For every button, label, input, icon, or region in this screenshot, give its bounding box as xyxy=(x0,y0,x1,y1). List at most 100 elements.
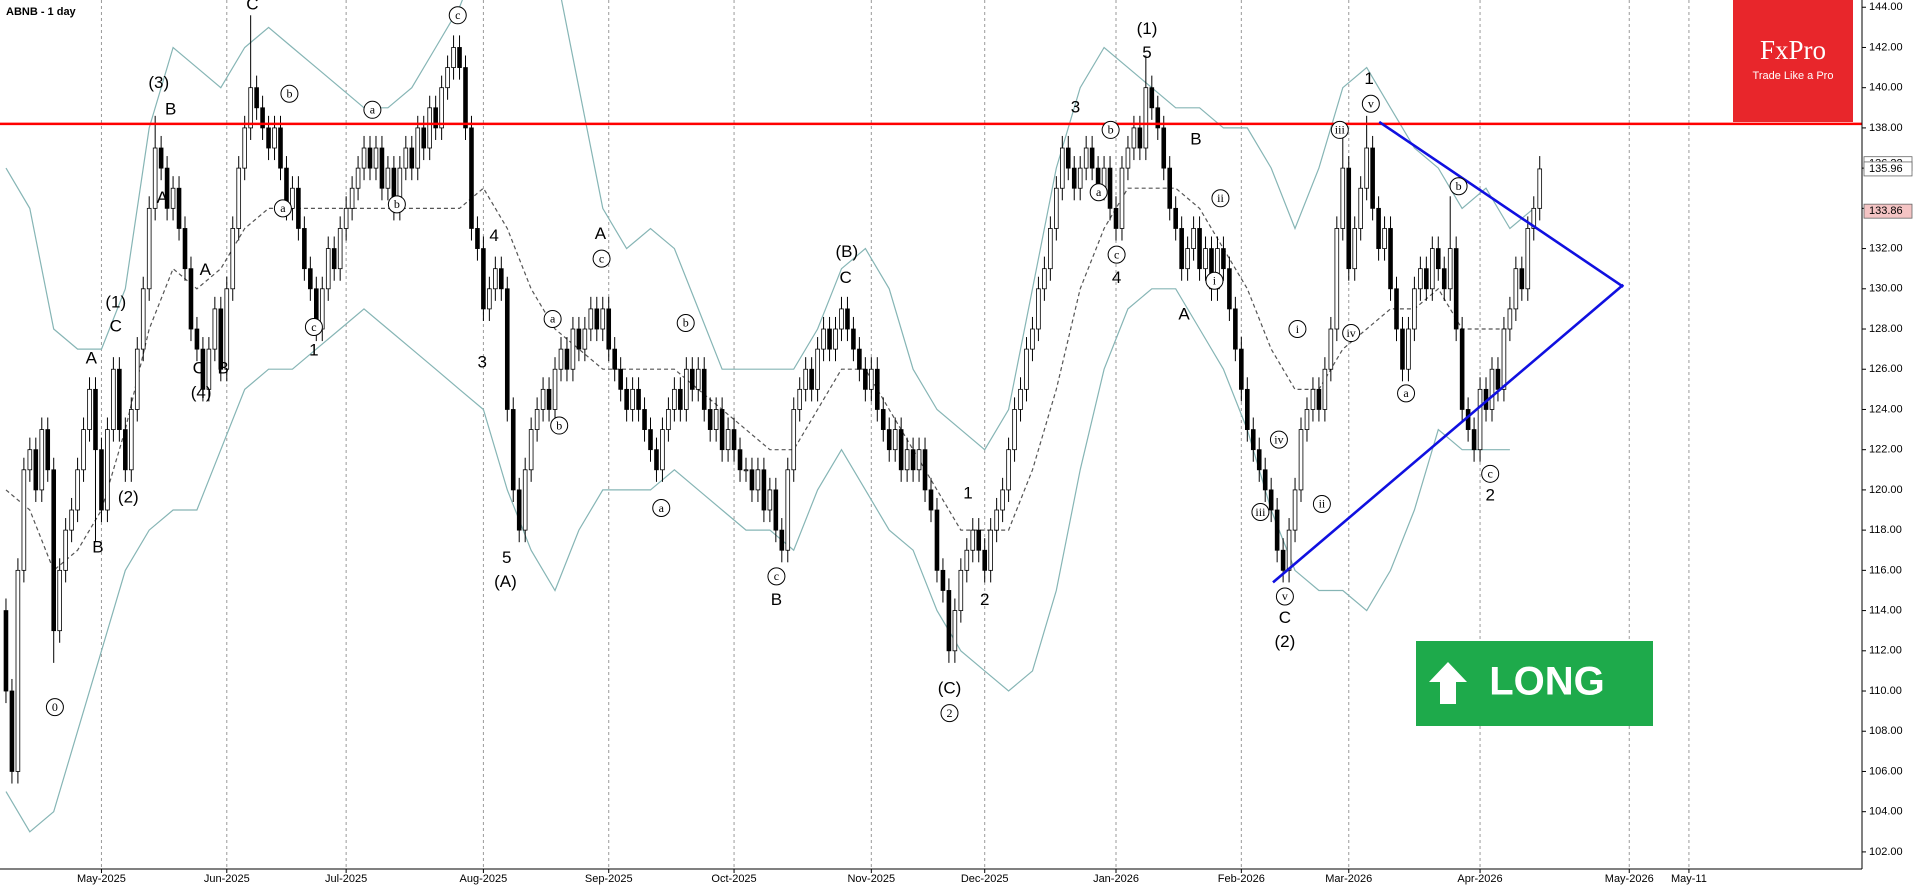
wave-circle xyxy=(273,199,292,218)
candle-body xyxy=(1089,147,1095,169)
candle-body xyxy=(785,469,791,551)
wave-label: (2) xyxy=(118,487,139,506)
candle-body xyxy=(1256,449,1262,471)
candle-body xyxy=(1322,368,1328,410)
candle-body xyxy=(415,127,421,169)
signal-badge: LONG xyxy=(1416,641,1653,726)
candle-body xyxy=(403,147,409,169)
candle-body xyxy=(755,469,761,491)
wave-circle xyxy=(280,84,299,103)
wave-label: (A) xyxy=(494,572,517,591)
x-tick-label: Oct-2025 xyxy=(711,873,756,885)
candle-body xyxy=(570,328,576,370)
candle-body xyxy=(379,147,385,189)
logo-box xyxy=(1733,0,1853,122)
candle-body xyxy=(349,187,355,209)
candle-body xyxy=(546,388,552,410)
candle-body xyxy=(654,449,659,471)
candle-body xyxy=(833,328,838,350)
candle-body xyxy=(576,328,582,350)
y-tick-label: 142.00 xyxy=(1869,41,1903,53)
candle-body xyxy=(3,610,9,692)
candle-body xyxy=(1173,207,1178,229)
candle-body xyxy=(421,127,427,149)
candle-body xyxy=(964,549,970,571)
wave-circle xyxy=(1211,189,1230,208)
candle-body xyxy=(1107,167,1113,209)
candle-body xyxy=(1304,409,1310,430)
candle-body xyxy=(988,529,993,571)
candle-body xyxy=(1083,147,1089,169)
candle-body xyxy=(499,268,504,290)
candle-body xyxy=(689,368,695,390)
candle-body xyxy=(1340,167,1346,229)
y-tick-label: 116.00 xyxy=(1869,564,1902,576)
wave-label: A xyxy=(1178,304,1190,323)
candle-body xyxy=(260,107,265,129)
candle-body xyxy=(1071,167,1077,189)
candle-body xyxy=(200,348,206,390)
candle-body xyxy=(51,469,57,632)
candle-body xyxy=(713,409,719,430)
candle-body xyxy=(1000,489,1005,511)
wave-circle xyxy=(1397,384,1416,403)
candle-body xyxy=(1412,288,1417,330)
candle-body xyxy=(904,449,910,471)
candle-body xyxy=(105,429,110,511)
wave-label: (1) xyxy=(105,292,126,311)
wave-label: iv xyxy=(1274,432,1283,446)
candle-body xyxy=(21,469,27,571)
candle-body xyxy=(128,409,134,471)
x-tick-label: Mar-2026 xyxy=(1325,873,1372,885)
candle-body xyxy=(922,449,928,491)
price-tag xyxy=(1863,203,1913,219)
candle-body xyxy=(857,348,862,370)
candle-body xyxy=(1059,147,1065,189)
candle-body xyxy=(69,509,74,531)
candle-body xyxy=(952,610,958,652)
x-tick-label: Aug-2025 xyxy=(460,873,508,885)
wave-circle xyxy=(1275,587,1294,606)
candle-body xyxy=(1036,288,1041,330)
wave-circle xyxy=(652,499,671,518)
wave-label: 1 xyxy=(1364,69,1373,88)
candle-body xyxy=(1149,87,1155,109)
wave-label: C xyxy=(110,316,122,335)
candle-body xyxy=(1131,127,1137,149)
candle-body xyxy=(934,509,940,571)
candle-body xyxy=(75,469,80,511)
y-tick-label: 140.00 xyxy=(1869,82,1903,94)
candle-body xyxy=(743,469,749,472)
candle-body xyxy=(504,288,510,410)
candle-body xyxy=(1435,248,1441,270)
candle-body xyxy=(666,409,671,430)
candle-body xyxy=(63,529,68,571)
y-tick-label: 144.00 xyxy=(1869,1,1903,13)
candle-body xyxy=(1513,268,1519,310)
candle-body xyxy=(254,87,259,109)
candle-body xyxy=(869,368,874,390)
candle-body xyxy=(1394,288,1399,330)
y-tick-label: 138.00 xyxy=(1869,122,1903,134)
candle-body xyxy=(1197,228,1202,270)
candle-body xyxy=(45,429,51,471)
candle-body xyxy=(1245,388,1250,430)
candle-body xyxy=(1203,248,1208,270)
candle-body xyxy=(606,308,612,350)
candle-body xyxy=(206,348,212,390)
wave-label: c xyxy=(774,569,779,583)
candle-body xyxy=(534,409,540,430)
candle-body xyxy=(1161,127,1167,169)
candle-body xyxy=(827,328,832,350)
wave-label: b xyxy=(1456,179,1462,193)
candle-body xyxy=(1477,388,1483,451)
candle-body xyxy=(1155,107,1161,129)
wave-label: a xyxy=(659,501,665,515)
wave-label: 4 xyxy=(489,226,498,245)
candle-body xyxy=(510,409,516,491)
candle-body xyxy=(994,509,999,531)
candle-body xyxy=(1376,207,1381,249)
up-arrow-icon xyxy=(1429,662,1467,704)
y-tick-label: 104.00 xyxy=(1869,806,1903,818)
candle-body xyxy=(1370,147,1375,209)
